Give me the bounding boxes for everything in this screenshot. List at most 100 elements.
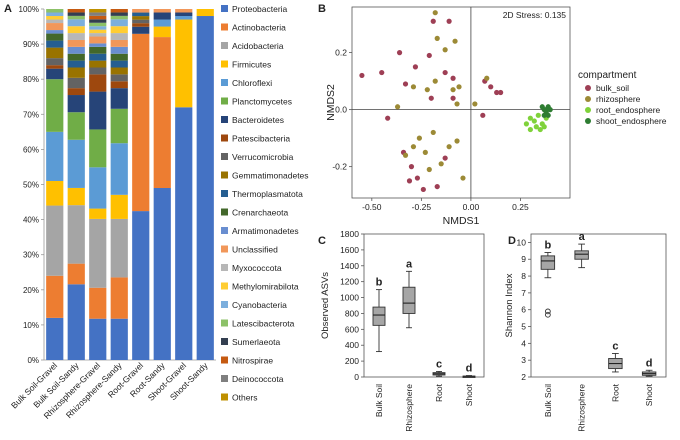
- bar-segment: [132, 9, 150, 13]
- y-tick-label: 5: [521, 322, 526, 332]
- legend-label: Actinobacteria: [232, 23, 286, 33]
- legend-label: root_endosphere: [596, 105, 661, 115]
- y-tick-label: 4: [521, 338, 526, 348]
- y-tick-label: 3: [521, 355, 526, 365]
- legend-label: Armatimonadetes: [232, 226, 299, 236]
- significance-letter: d: [466, 363, 473, 375]
- legend-swatch: [221, 97, 228, 105]
- scatter-point: [379, 69, 385, 76]
- bar-segment: [196, 9, 214, 17]
- bar-segment: [175, 9, 193, 13]
- bar-segment: [89, 74, 107, 92]
- bar-segment: [67, 95, 85, 113]
- panel-d-shannon-index-boxplot: 2 3 4 5 6 7 8 9 10 Shannon Index b Bulk Soil a Rhizos…: [504, 231, 667, 432]
- bar-segment: [67, 19, 85, 27]
- scatter-point: [537, 126, 543, 133]
- legend-label: Deinococcota: [232, 374, 284, 384]
- bar-segment: [110, 108, 128, 144]
- legend-swatch: [221, 375, 228, 382]
- bar-segment: [67, 187, 85, 206]
- bar-segment: [89, 218, 107, 288]
- stress-annotation: 2D Stress: 0.135: [503, 10, 567, 20]
- scatter-point: [488, 84, 494, 90]
- y-tick-label: 7: [521, 288, 526, 298]
- x-tick-label: 0.25: [512, 202, 529, 212]
- legend-label: Sumerlaeota: [232, 337, 280, 347]
- legend-swatch: [221, 190, 228, 197]
- legend-swatch: [221, 338, 228, 345]
- scatter-point: [533, 124, 539, 130]
- bar-segment: [67, 26, 85, 34]
- y-tick-label: 10%: [23, 321, 39, 330]
- bar-segment: [89, 9, 107, 13]
- legend-swatch: [221, 208, 228, 216]
- legend-label: Patescibacteria: [232, 134, 290, 144]
- scatter-point: [442, 155, 448, 161]
- x-category-label: Shoot: [464, 383, 474, 406]
- y-tick-label: 9: [521, 254, 526, 264]
- bar-segment: [67, 15, 85, 20]
- bar-segment: [89, 46, 107, 54]
- scatter-point: [450, 75, 456, 81]
- legend-swatch: [221, 171, 228, 179]
- bar-segment: [89, 129, 107, 168]
- legend-label: Others: [232, 393, 258, 403]
- legend-label: Myxococcota: [232, 263, 282, 273]
- scatter-point: [531, 118, 537, 124]
- legend-swatch: [221, 60, 228, 68]
- panel-letter-d: D: [508, 235, 516, 247]
- legend-swatch: [221, 153, 228, 160]
- scatter-point: [446, 144, 452, 150]
- legend-label: Acidobacteria: [232, 41, 284, 51]
- bar-segment: [89, 60, 107, 68]
- bar-segment: [110, 143, 128, 195]
- bar-segment: [46, 16, 64, 20]
- y-tick-label: 600: [345, 324, 359, 334]
- y-tick-label: 60%: [23, 145, 39, 154]
- x-tick-label: -0.50: [362, 202, 382, 212]
- scatter-point: [442, 69, 448, 76]
- legend-swatch: [221, 227, 228, 234]
- bar-segment: [110, 277, 128, 319]
- legend-label: Cyanobacteria: [232, 300, 287, 310]
- bar-segment: [46, 19, 64, 24]
- bar-segment: [153, 12, 171, 20]
- bar-segment: [89, 26, 107, 30]
- legend-label: Latescibacterota: [232, 319, 295, 329]
- scatter-point: [422, 149, 428, 155]
- scatter-point: [359, 72, 365, 79]
- outlier-point: [545, 311, 551, 318]
- scatter-point: [430, 18, 436, 24]
- y-tick-label: 0: [354, 372, 359, 382]
- scatter-point: [420, 186, 426, 193]
- y-tick-label: 100%: [19, 5, 39, 14]
- legend-label: shoot_endosphere: [596, 116, 667, 126]
- scatter-point: [408, 164, 415, 170]
- legend-swatch: [221, 245, 228, 253]
- scatter-point: [428, 95, 434, 101]
- bar-segment: [110, 26, 128, 34]
- legend-swatch: [221, 282, 228, 290]
- bar-segment: [110, 74, 128, 82]
- scatter-point: [402, 81, 409, 87]
- bar-segment: [132, 211, 150, 360]
- legend-label: rhizosphere: [596, 94, 641, 104]
- bar-segment: [46, 65, 64, 69]
- scatter-point: [494, 89, 500, 96]
- bar-segment: [46, 58, 64, 66]
- legend-swatch: [585, 96, 591, 102]
- scatter-point: [527, 115, 533, 121]
- scatter-point: [430, 129, 436, 136]
- significance-letter: a: [406, 258, 413, 270]
- bar-segment: [67, 33, 85, 40]
- bar-segment: [175, 107, 193, 360]
- scatter-point: [450, 87, 456, 93]
- plot-frame: [363, 233, 485, 378]
- significance-letter: b: [545, 240, 552, 252]
- bar-segment: [89, 208, 107, 219]
- panel-c-observed-asvs-boxplot: 0 200 400 600 800 1000 1200 1400 1600 1800 Observe…: [320, 229, 485, 432]
- legend-swatch: [221, 23, 228, 31]
- scatter-point: [472, 101, 478, 107]
- box: [372, 306, 386, 326]
- bar-segment: [67, 60, 85, 68]
